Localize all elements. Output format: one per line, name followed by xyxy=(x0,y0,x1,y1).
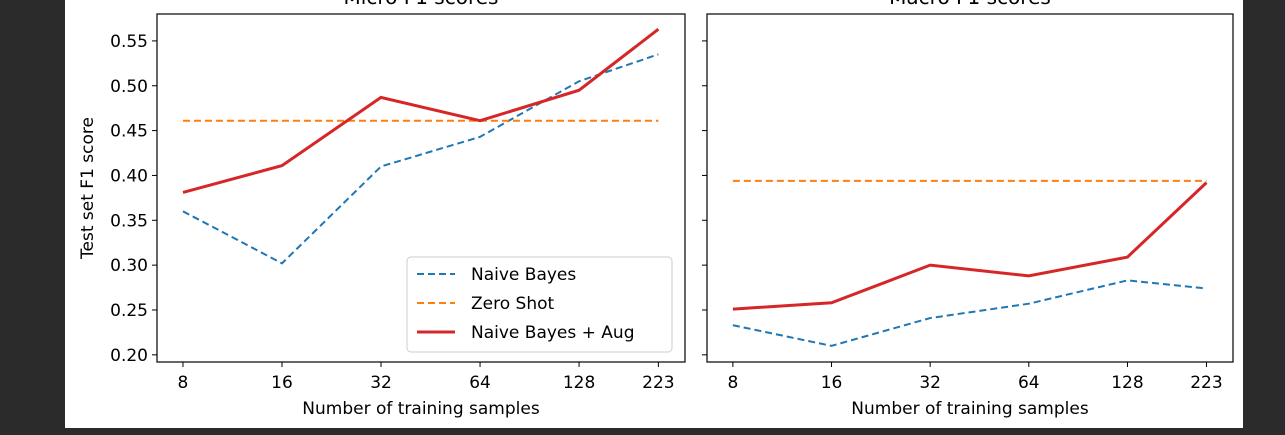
x-tick-label: 8 xyxy=(727,373,738,393)
series-line xyxy=(732,279,1207,347)
x-tick-label: 128 xyxy=(1111,373,1143,393)
x-axis-label: Number of training samples xyxy=(851,399,1089,419)
y-tick-label: 0.25 xyxy=(110,301,148,321)
series-line xyxy=(182,28,660,194)
y-tick-label: 0.20 xyxy=(110,346,148,366)
x-tick-label: 32 xyxy=(370,373,392,393)
legend-label: Naive Bayes + Aug xyxy=(471,323,634,343)
panel-title: Macro F1 scores xyxy=(889,0,1051,9)
x-tick-label: 16 xyxy=(271,373,293,393)
y-tick-label: 0.55 xyxy=(110,32,148,52)
x-tick-label: 223 xyxy=(1190,373,1222,393)
panel-title: Micro F1 scores xyxy=(344,0,499,9)
axes-frame xyxy=(706,13,1234,363)
x-tick-label: 64 xyxy=(1018,373,1040,393)
legend-box xyxy=(406,256,673,353)
x-axis-label: Number of training samples xyxy=(302,399,540,419)
x-tick-label: 64 xyxy=(469,373,491,393)
y-tick-label: 0.50 xyxy=(110,77,148,97)
y-tick-label: 0.30 xyxy=(110,256,148,276)
y-tick-label: 0.45 xyxy=(110,122,148,142)
series-line xyxy=(732,181,1208,311)
y-tick-label: 0.40 xyxy=(110,166,148,186)
axes-frame xyxy=(156,13,686,363)
x-tick-label: 32 xyxy=(919,373,941,393)
legend-label: Naive Bayes xyxy=(471,265,576,285)
series-line xyxy=(182,53,659,265)
figure-background xyxy=(65,0,1243,428)
y-axis-label: Test set F1 score xyxy=(78,117,98,260)
x-tick-label: 128 xyxy=(563,373,595,393)
y-tick-label: 0.35 xyxy=(110,211,148,231)
x-tick-label: 16 xyxy=(821,373,843,393)
x-tick-label: 223 xyxy=(642,373,674,393)
x-tick-label: 8 xyxy=(178,373,189,393)
legend-label: Zero Shot xyxy=(471,294,554,314)
